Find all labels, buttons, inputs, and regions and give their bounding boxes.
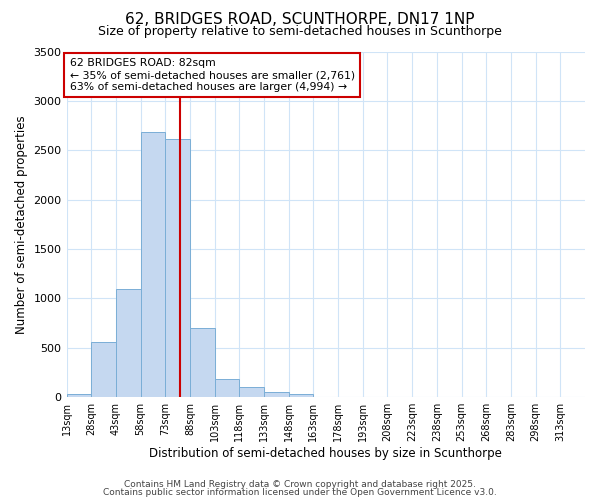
- Bar: [264, 392, 289, 397]
- X-axis label: Distribution of semi-detached houses by size in Scunthorpe: Distribution of semi-detached houses by …: [149, 447, 502, 460]
- Text: Contains HM Land Registry data © Crown copyright and database right 2025.: Contains HM Land Registry data © Crown c…: [124, 480, 476, 489]
- Text: 62 BRIDGES ROAD: 82sqm
← 35% of semi-detached houses are smaller (2,761)
63% of : 62 BRIDGES ROAD: 82sqm ← 35% of semi-det…: [70, 58, 355, 92]
- Bar: [91, 342, 116, 397]
- Text: Size of property relative to semi-detached houses in Scunthorpe: Size of property relative to semi-detach…: [98, 25, 502, 38]
- Y-axis label: Number of semi-detached properties: Number of semi-detached properties: [15, 115, 28, 334]
- Bar: [165, 140, 190, 397]
- Bar: [140, 132, 165, 397]
- Text: Contains public sector information licensed under the Open Government Licence v3: Contains public sector information licen…: [103, 488, 497, 497]
- Bar: [239, 388, 264, 397]
- Bar: [215, 379, 239, 397]
- Bar: [190, 328, 215, 397]
- Text: 62, BRIDGES ROAD, SCUNTHORPE, DN17 1NP: 62, BRIDGES ROAD, SCUNTHORPE, DN17 1NP: [125, 12, 475, 28]
- Bar: [67, 394, 91, 397]
- Bar: [116, 288, 140, 397]
- Bar: [289, 394, 313, 397]
